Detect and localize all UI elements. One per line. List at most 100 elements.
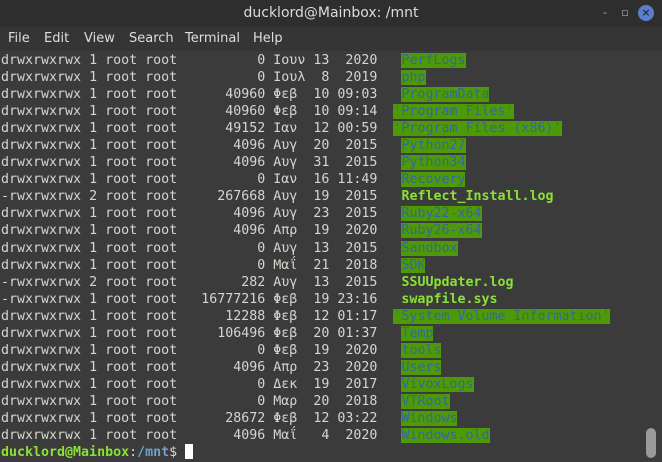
entry-day: 21 [313, 257, 330, 273]
entry-links: 1 [89, 325, 98, 341]
entry-perm: drwxrwxrwx [1, 257, 82, 273]
entry-group: root [145, 87, 178, 103]
entry-day: 19 [313, 223, 330, 239]
menu-file[interactable]: File [8, 31, 30, 46]
entry-time: 2018 [345, 393, 378, 409]
entry-owner: root [105, 291, 138, 307]
directory-name: 'System Volume Information' [393, 308, 610, 324]
entry-group: root [145, 172, 178, 188]
entry-size: 0 [257, 257, 266, 273]
menu-edit[interactable]: Edit [44, 31, 70, 46]
maximize-button[interactable]: ▫ [621, 6, 629, 19]
entry-month: Φεβ [273, 291, 298, 307]
entry-time: 00:59 [337, 121, 378, 137]
entry-perm: drwxrwxrwx [1, 410, 82, 426]
entry-group: root [145, 189, 178, 205]
directory-name: Python27 [401, 138, 466, 154]
entry-month: Ιουλ [273, 70, 306, 86]
menu-help[interactable]: Help [253, 31, 283, 46]
entry-day: 4 [321, 428, 330, 444]
menu-view[interactable]: View [84, 31, 115, 46]
entry-time: 2020 [345, 53, 378, 68]
entry-group: root [145, 325, 178, 341]
entry-size: 0 [257, 376, 266, 392]
entry-day: 19 [313, 291, 330, 307]
entry-day: 31 [313, 155, 330, 171]
entry-group: root [145, 206, 178, 222]
close-button[interactable]: × [638, 5, 654, 21]
entry-size: 40960 [225, 87, 266, 103]
entry-day: 19 [313, 342, 330, 358]
entry-day: 13 [313, 240, 330, 256]
scrollbar-thumb[interactable] [646, 428, 656, 458]
entry-month: Ιαν [273, 172, 298, 188]
menu-terminal[interactable]: Terminal [185, 31, 240, 46]
directory-name: Users [401, 359, 442, 375]
entry-group: root [145, 342, 178, 358]
listing-row: drwxrwxrwx 1 root root 4096 Απρ 19 2020 … [1, 222, 610, 239]
entry-size: 16777216 [201, 291, 266, 307]
entry-owner: root [105, 274, 138, 290]
shell-prompt[interactable]: ducklord@Mainbox:/mnt$ [1, 444, 610, 461]
entry-time: 2020 [345, 428, 378, 444]
entry-links: 1 [89, 87, 98, 103]
entry-perm: drwxrwxrwx [1, 428, 82, 444]
entry-owner: root [105, 189, 138, 205]
entry-group: root [145, 274, 178, 290]
menu-search[interactable]: Search [129, 31, 174, 46]
entry-day: 19 [313, 376, 330, 392]
entry-group: root [145, 393, 178, 409]
entry-owner: root [105, 87, 138, 103]
entry-time: 2020 [345, 359, 378, 375]
entry-links: 1 [89, 70, 98, 86]
entry-size: 282 [241, 274, 266, 290]
entry-month: Αυγ [273, 240, 298, 256]
entry-owner: root [105, 121, 138, 137]
directory-name: Ruby26-x64 [401, 223, 482, 239]
entry-owner: root [105, 308, 138, 324]
entry-perm: drwxrwxrwx [1, 138, 82, 154]
listing-row: drwxrwxrwx 1 root root 0 Μαΐ 21 2018 SDK [1, 257, 610, 274]
listing-row: drwxrwxrwx 1 root root 0 Μαρ 20 2018 VTR… [1, 393, 610, 410]
entry-day: 13 [313, 53, 330, 68]
entry-month: Αυγ [273, 138, 298, 154]
minimize-button[interactable]: - [603, 6, 607, 19]
entry-perm: drwxrwxrwx [1, 104, 82, 120]
entry-day: 23 [313, 359, 330, 375]
entry-size: 28672 [225, 410, 266, 426]
entry-owner: root [105, 104, 138, 120]
entry-day: 20 [313, 393, 330, 409]
entry-group: root [145, 70, 178, 86]
entry-group: root [145, 138, 178, 154]
menu-bar: File Edit View Search Terminal Help [0, 27, 662, 51]
directory-name: PerfLogs [401, 53, 466, 68]
entry-month: Φεβ [273, 308, 298, 324]
entry-day: 10 [313, 87, 330, 103]
entry-group: root [145, 240, 178, 256]
entry-perm: drwxrwxrwx [1, 87, 82, 103]
entry-group: root [145, 291, 178, 307]
entry-group: root [145, 121, 178, 137]
listing-row: drwxrwxrwx 1 root root 0 Ιαν 16 11:49 Re… [1, 171, 610, 188]
directory-name: Windows [401, 410, 458, 426]
listing-row: drwxrwxrwx 1 root root 0 Ιουν 13 2020 Pe… [1, 52, 610, 69]
file-name: swapfile.sys [401, 291, 498, 307]
entry-owner: root [105, 393, 138, 409]
listing-row: drwxrwxrwx 1 root root 4096 Μαΐ 4 2020 W… [1, 427, 610, 444]
entry-month: Φεβ [273, 410, 298, 426]
entry-links: 1 [89, 376, 98, 392]
entry-group: root [145, 308, 178, 324]
entry-time: 11:49 [337, 172, 378, 188]
file-name: SSUUpdater.log [401, 274, 514, 290]
entry-links: 1 [89, 410, 98, 426]
entry-day: 16 [313, 172, 330, 188]
entry-links: 1 [89, 172, 98, 188]
directory-name: Temp [401, 325, 434, 341]
entry-links: 1 [89, 428, 98, 444]
directory-name: Windows.old [401, 428, 490, 444]
title-bar: ducklord@Mainbox: /mnt - ▫ × [0, 0, 662, 27]
directory-name: Recovery [401, 172, 466, 188]
entry-perm: drwxrwxrwx [1, 121, 82, 137]
directory-name: ProgramData [401, 87, 490, 103]
terminal-output[interactable]: drwxrwxrwx 1 root root 0 Ιουν 13 2020 Pe… [1, 52, 610, 461]
